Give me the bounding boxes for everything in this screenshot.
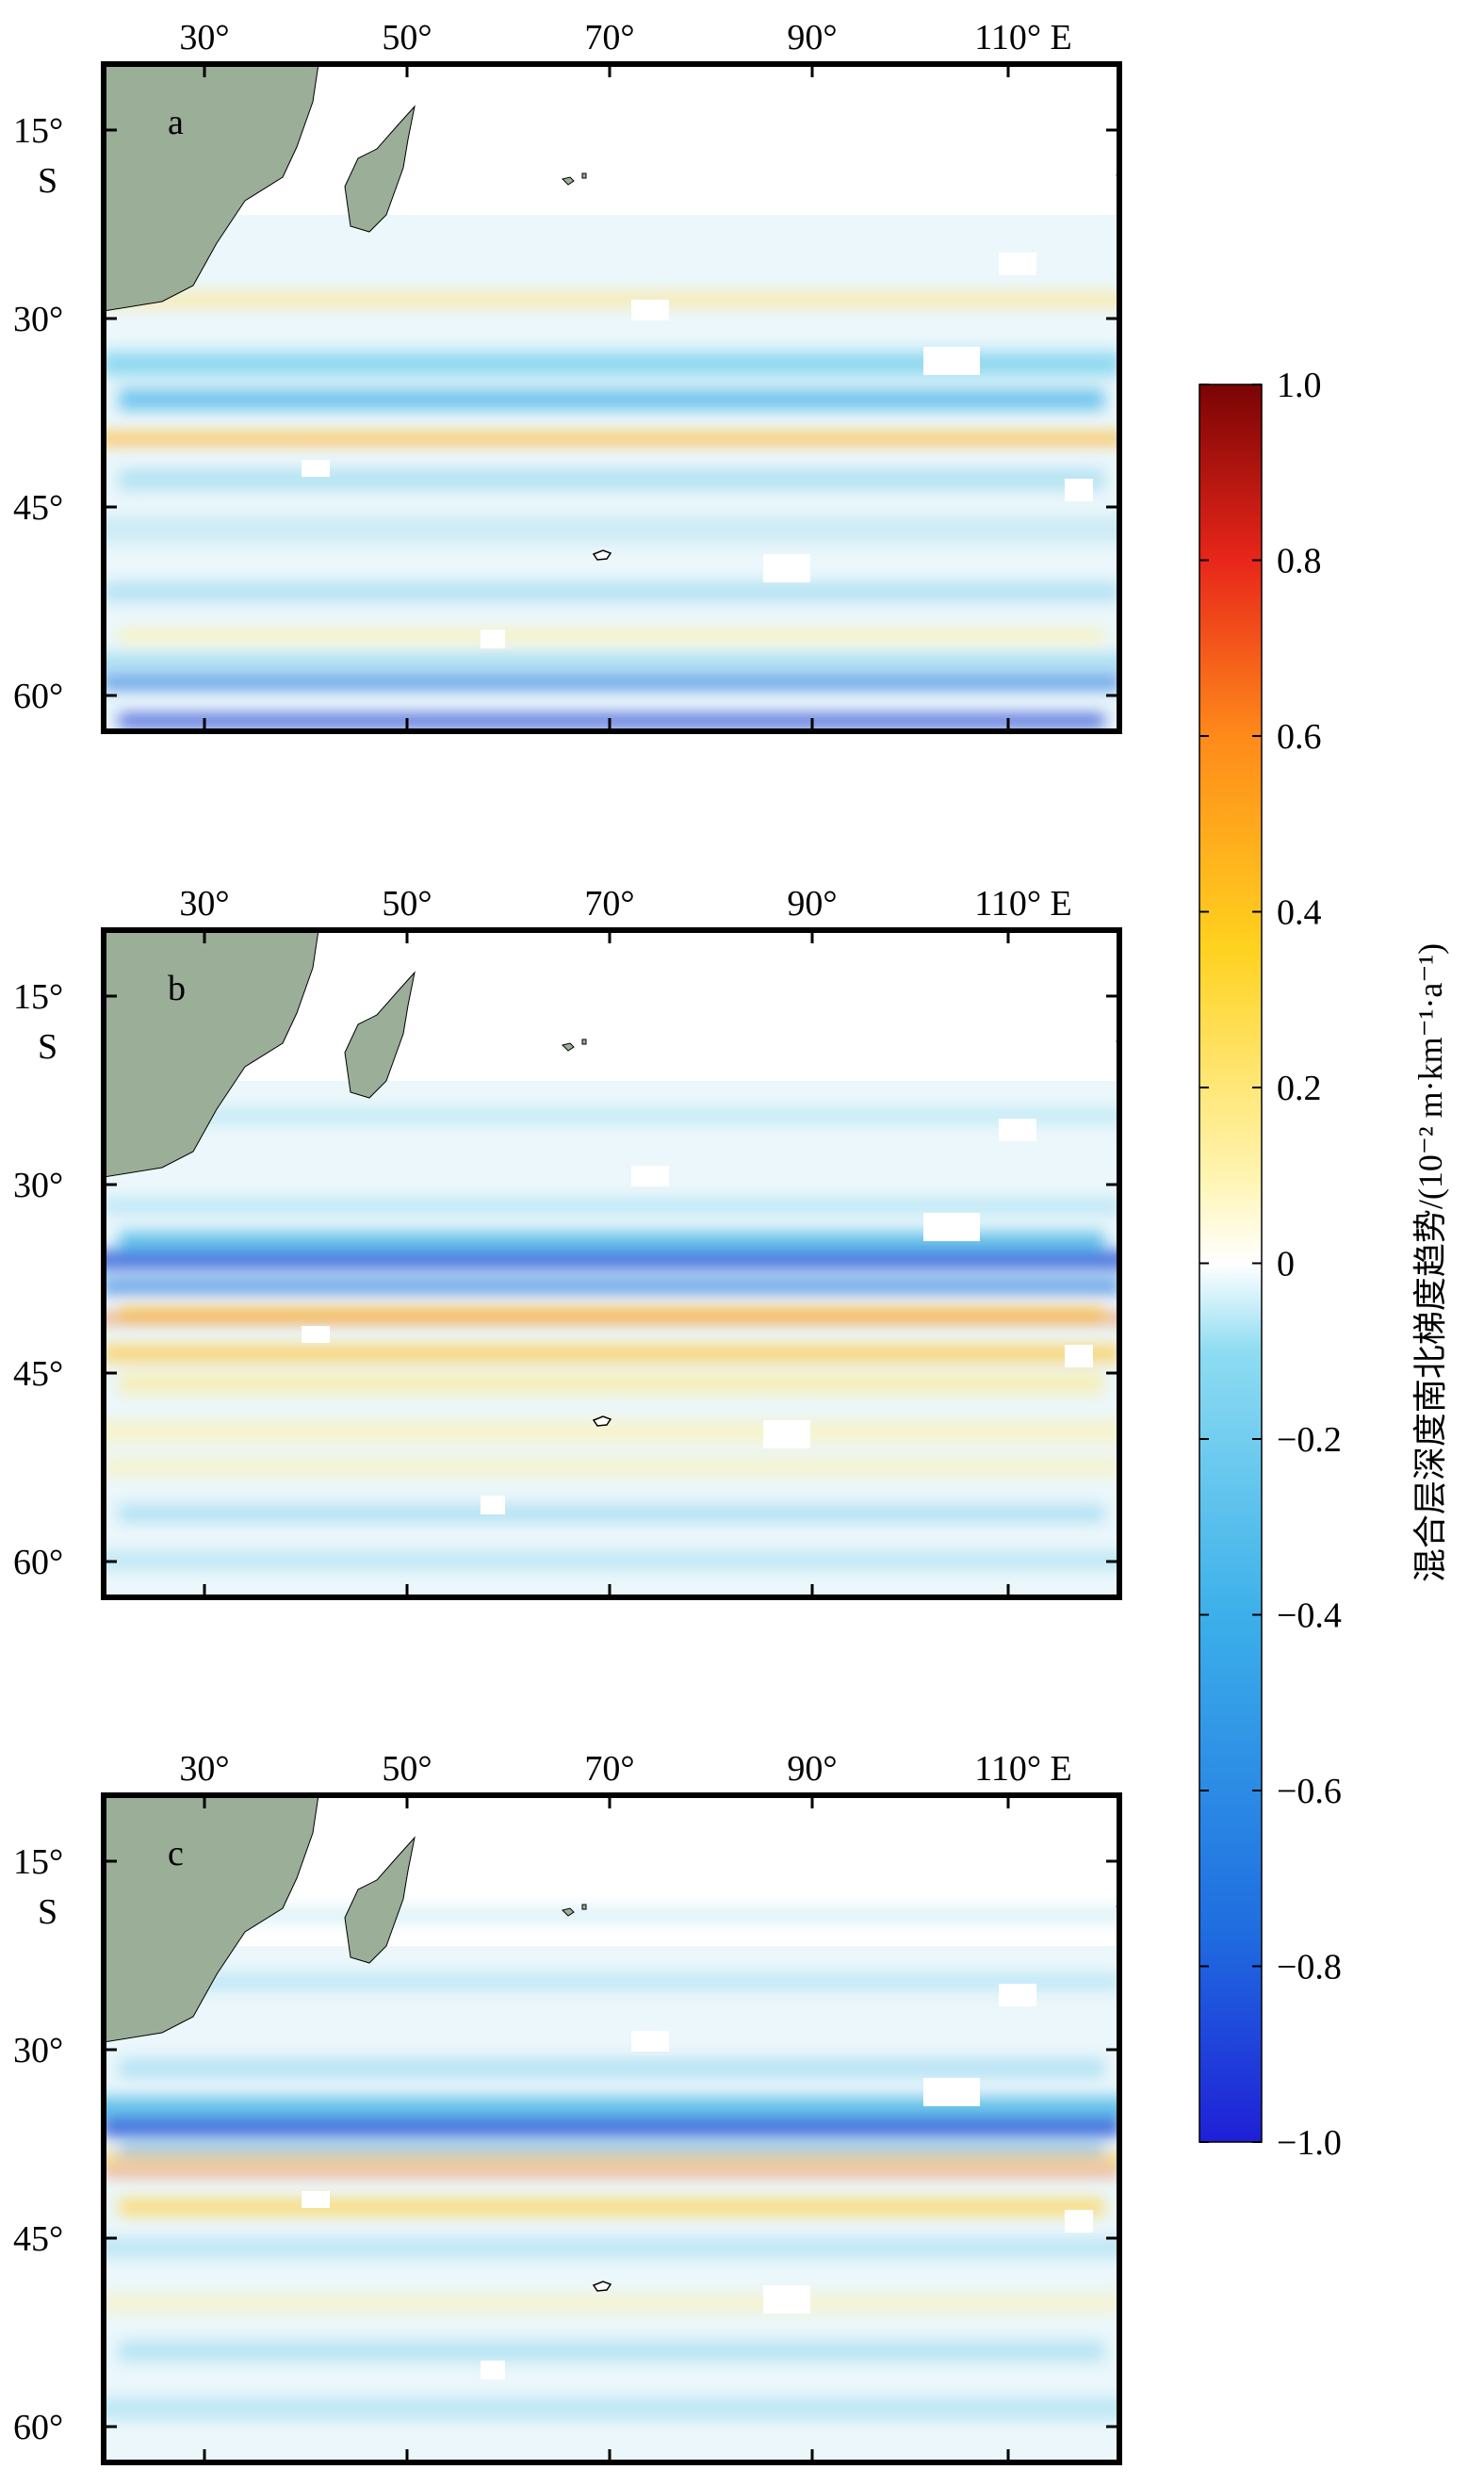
y-tick-label: 30°	[13, 1166, 63, 1205]
trend-band	[104, 1974, 1119, 1989]
x-tick-label: 30°	[179, 884, 229, 924]
trend-band	[104, 2238, 1119, 2257]
x-tick-label: 30°	[179, 18, 229, 57]
trend-band	[104, 1458, 1119, 1477]
colorbar-tick-label: 0.6	[1277, 717, 1322, 757]
y-tick-label: 30°	[13, 300, 63, 339]
trend-band	[104, 2097, 1119, 2118]
panel-label: b	[168, 969, 186, 1008]
y-tick-label: 45°	[13, 2219, 63, 2259]
y-tick-label: 60°	[13, 2408, 63, 2447]
trend-band	[104, 436, 1119, 444]
island-outline	[592, 1415, 612, 1427]
island-outline	[592, 549, 612, 561]
masked-cells	[302, 1119, 1093, 1514]
trend-band	[104, 1279, 1119, 1294]
trend-band	[104, 582, 1119, 601]
trend-field	[104, 1109, 1119, 1569]
y-tick-label: 15°	[13, 977, 63, 1017]
y-tick-label: 30°	[13, 2031, 63, 2070]
x-tick-label: 110° E	[974, 1749, 1072, 1789]
map-frame	[101, 61, 1122, 734]
map-panel-b: b 30° 50° 70° 90° 110° E 15° 30° 45° 60° S	[13, 884, 1122, 1600]
trend-band	[104, 1199, 1119, 1214]
trend-band	[104, 2295, 1119, 2312]
colorbar-tick-label: −1.0	[1277, 2123, 1342, 2163]
trend-band	[104, 2167, 1119, 2175]
x-tick-label: 30°	[179, 1749, 229, 1789]
x-tick-label: 110° E	[974, 884, 1072, 924]
trend-band	[104, 1552, 1119, 1569]
trend-band	[119, 2199, 1104, 2216]
panel-label: c	[168, 1834, 184, 1873]
panel-label: a	[168, 103, 184, 142]
map-panel-c: c 30° 50° 70° 90° 110° E 15° 30° 45° 60° S	[13, 1749, 1122, 2465]
y-tick-label: 45°	[13, 488, 63, 528]
masked-cells	[302, 1984, 1093, 2380]
x-tick-label: 110° E	[974, 18, 1072, 57]
x-tick-label: 50°	[382, 1749, 432, 1789]
y-tick-label: 15°	[13, 1842, 63, 1882]
trend-band	[104, 1420, 1119, 1443]
trend-band	[119, 1505, 1104, 1522]
trend-field	[104, 1908, 1119, 2419]
colorbar-title: 混合层深度南北梯度趋势/(10⁻² m·km⁻¹·a⁻¹)	[1411, 943, 1449, 1582]
trend-band	[104, 516, 1119, 543]
masked-cells	[302, 253, 1093, 648]
colorbar-ramp	[1199, 384, 1263, 2143]
trend-band	[119, 2342, 1104, 2361]
trend-band	[104, 675, 1119, 690]
y-hemisphere-label: S	[38, 161, 57, 201]
x-tick-label: 50°	[382, 884, 432, 924]
map-plot-area	[104, 1795, 1119, 2462]
colorbar-tick-label: 0.8	[1277, 542, 1322, 581]
trend-band	[104, 1251, 1119, 1269]
trend-band	[104, 2398, 1119, 2419]
x-tick-label: 90°	[787, 884, 837, 924]
trend-band	[104, 1315, 1119, 1322]
x-tick-label: 90°	[787, 1749, 837, 1789]
map-plot-area	[104, 64, 1119, 731]
trend-band	[104, 1345, 1119, 1362]
y-tick-label: 15°	[13, 111, 63, 151]
x-tick-label: 70°	[584, 1749, 634, 1789]
colorbar-tick-label: 1.0	[1277, 366, 1322, 405]
y-tick-label: 60°	[13, 1543, 63, 1582]
colorbar-tick-label: −0.2	[1277, 1420, 1342, 1460]
x-tick-label: 70°	[584, 18, 634, 57]
map-panel-a: a 30° 50° 70° 90° 110° E 15° 30° 45° 60° S	[13, 18, 1122, 734]
colorbar-tick-label: −0.8	[1277, 1948, 1342, 1987]
island-outline	[592, 2281, 612, 2292]
trend-band	[119, 714, 1104, 728]
trend-band	[119, 1373, 1104, 1394]
trend-band	[104, 2118, 1119, 2136]
trend-band	[119, 389, 1104, 410]
x-tick-label: 70°	[584, 884, 634, 924]
y-hemisphere-label: S	[38, 1892, 57, 1932]
trend-band	[104, 2153, 1119, 2163]
map-frame	[101, 927, 1122, 1600]
colorbar-tick-label: 0.2	[1277, 1069, 1322, 1108]
y-tick-label: 45°	[13, 1354, 63, 1394]
trend-band	[119, 2059, 1104, 2078]
trend-band	[104, 653, 1119, 672]
colorbar: 1.0 0.8 0.6 0.4 0.2 0 −0.2 −0.4 −0.6 −0.8 −1.0 混合层…	[1199, 366, 1449, 2163]
x-tick-label: 50°	[382, 18, 432, 57]
map-frame	[101, 1792, 1122, 2465]
colorbar-tick-label: −0.6	[1277, 1772, 1342, 1811]
colorbar-tick-label: 0	[1277, 1245, 1295, 1284]
trend-band	[119, 1232, 1104, 1251]
colorbar-tick-label: 0.4	[1277, 893, 1322, 933]
y-hemisphere-label: S	[38, 1027, 57, 1067]
x-tick-label: 90°	[787, 18, 837, 57]
trend-band	[119, 630, 1104, 643]
y-tick-label: 60°	[13, 677, 63, 716]
trend-band	[119, 469, 1104, 490]
colorbar-tick-label: −0.4	[1277, 1596, 1342, 1636]
map-plot-area	[104, 930, 1119, 1597]
trend-band	[104, 1109, 1119, 1122]
trend-band	[104, 292, 1119, 307]
